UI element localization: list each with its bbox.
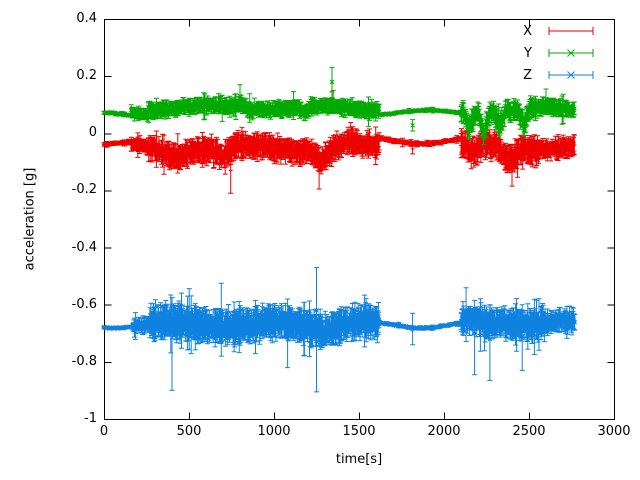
errorbar-sample-icon (548, 27, 594, 35)
legend-label-y: Y (524, 45, 532, 61)
errorbar-sample-icon (548, 49, 594, 57)
legend: X Y Z (503, 20, 595, 86)
series-z (101, 267, 578, 393)
y-tick-label-7: -1 (84, 411, 97, 426)
errorbar-sample-icon (548, 71, 594, 79)
plot-frame (104, 19, 615, 420)
y-tick-label-2: 0 (88, 125, 97, 141)
y-axis-title: acceleration [g] (22, 167, 38, 271)
x-tick-label-5: 2500 (512, 424, 546, 439)
x-tick-label-6: 3000 (597, 424, 631, 439)
x-tick-label-4: 2000 (427, 424, 461, 439)
axis-ticks (104, 19, 615, 420)
x-axis-title: time[s] (335, 452, 383, 467)
legend-label-z: Z (523, 67, 532, 83)
y-tick-label-6: -0.8 (71, 353, 97, 369)
x-tick-label-0: 0 (99, 424, 109, 439)
series-x (101, 91, 577, 194)
legend-label-x: X (523, 23, 532, 39)
y-tick-label-1: 0.2 (76, 68, 97, 84)
y-tick-label-3: -0.2 (71, 182, 97, 198)
legend-entry-x: X (503, 20, 595, 42)
y-tick-label-4: -0.4 (71, 239, 97, 255)
x-tick-label-3: 1500 (342, 424, 376, 439)
legend-entry-y: Y (503, 42, 595, 64)
x-tick-label-2: 1000 (257, 424, 291, 439)
series-y (101, 67, 577, 145)
y-tick-label-5: -0.6 (71, 296, 97, 312)
y-tick-label-0: 0.4 (76, 11, 97, 26)
legend-entry-z: Z (503, 64, 595, 86)
x-tick-label-1: 500 (176, 424, 202, 439)
